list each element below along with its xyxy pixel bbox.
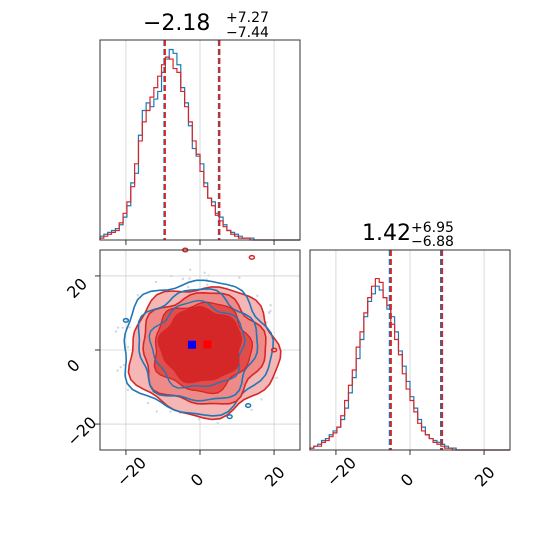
scatter-point	[154, 280, 158, 284]
scatter-point	[203, 271, 206, 274]
scatter-point	[126, 345, 130, 349]
scatter-point	[188, 268, 192, 271]
y-tick-label: −20	[63, 413, 100, 450]
scatter-point	[121, 326, 125, 329]
x-tick-label: −20	[113, 453, 150, 490]
scatter-point	[256, 294, 259, 298]
scatter-point	[170, 274, 173, 278]
scatter-point	[206, 283, 209, 286]
scatter-point	[238, 276, 241, 279]
scatter-point	[116, 369, 119, 372]
right-title: 1.42	[362, 221, 411, 246]
scatter-point	[128, 326, 131, 329]
scatter-point	[188, 277, 191, 280]
scatter-point	[122, 363, 126, 367]
scatter-point	[136, 294, 140, 297]
contour-a-mid	[137, 288, 259, 402]
scatter-point	[267, 311, 271, 315]
right-title-minus: −6.88	[411, 234, 454, 250]
scatter-point	[114, 330, 118, 333]
contour-core	[157, 305, 243, 384]
truth-marker-a	[187, 340, 196, 349]
right-histogram-panel: −20 0 20	[309, 249, 511, 491]
scatter-point	[119, 365, 122, 369]
contour-a-inner	[148, 299, 246, 389]
scatter-point	[146, 401, 150, 405]
scatter-point	[197, 417, 201, 421]
contour-outlier	[122, 317, 130, 323]
x-tick-label: 0	[397, 470, 418, 491]
contour-outlier	[226, 414, 233, 420]
x-tick-label: −20	[323, 453, 360, 490]
truth-marker-b	[203, 340, 212, 349]
scatter-point	[275, 376, 278, 380]
contour-outlier	[244, 403, 252, 409]
top-title: −2.18	[143, 11, 210, 36]
scatter-point	[269, 309, 272, 313]
scatter-point	[181, 277, 185, 281]
y-tick-label: 0	[63, 355, 84, 376]
scatter-point	[269, 304, 272, 307]
contour-a-outer	[123, 279, 275, 417]
scatter-point	[260, 398, 263, 401]
contour-outlier	[248, 254, 256, 260]
x-tick-label: 20	[261, 463, 289, 491]
hist-series-b	[99, 56, 300, 241]
scatter-point	[169, 410, 172, 413]
contour-outlier	[270, 347, 278, 353]
grid	[335, 250, 485, 450]
grid	[125, 40, 275, 240]
x-tick-label: 20	[471, 463, 499, 491]
scatter-point	[207, 274, 210, 277]
right-title-plus: +6.95	[411, 220, 454, 236]
scatter-point	[155, 410, 158, 413]
top-title-minus: −7.44	[226, 25, 269, 41]
joint-contour-panel: −20 0 20 −20 0 20	[63, 247, 301, 491]
x-tick-label: 0	[187, 470, 208, 491]
scatter-point	[250, 408, 253, 412]
scatter-point	[216, 421, 219, 425]
top-title-plus: +7.27	[226, 10, 269, 26]
y-tick-label: 20	[63, 274, 91, 302]
scatter-point	[116, 326, 120, 329]
top-histogram-panel	[99, 39, 301, 245]
scatter-point	[126, 388, 130, 392]
scatter-point	[186, 285, 190, 289]
